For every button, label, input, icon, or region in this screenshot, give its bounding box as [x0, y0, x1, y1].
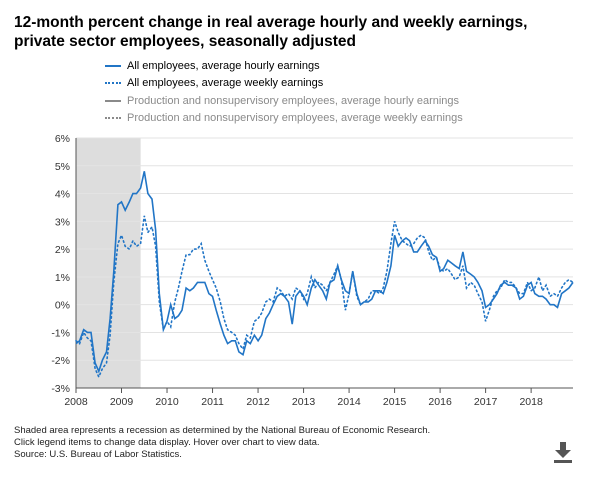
y-tick-label: 6% — [55, 133, 70, 145]
legend: All employees, average hourly earnings A… — [105, 57, 463, 127]
series-line-hourly — [75, 171, 574, 374]
x-tick-label: 2009 — [110, 396, 134, 408]
y-tick-label: -1% — [51, 327, 70, 339]
legend-swatch-solid-icon — [105, 99, 121, 102]
legend-item-all-weekly[interactable]: All employees, average weekly earnings — [105, 75, 463, 93]
legend-item-all-hourly[interactable]: All employees, average hourly earnings — [105, 57, 463, 75]
chart-plot[interactable]: -3% -2% -1% 0% 1% 2% 3% 4% 5% 6% 2008 2009 2010 2011 2… — [0, 128, 589, 413]
x-tick-label: 2012 — [246, 396, 270, 408]
chart-title: 12-month percent change in real average … — [14, 14, 528, 50]
y-tick-label: 4% — [55, 189, 70, 201]
x-tick-label: 2016 — [428, 396, 452, 408]
series-line-weekly — [75, 215, 574, 379]
x-tick-label: 2013 — [292, 396, 316, 408]
y-tick-label: -3% — [51, 383, 70, 395]
x-tick-label: 2018 — [519, 396, 543, 408]
legend-swatch-solid-icon — [105, 64, 121, 67]
x-tick-label: 2011 — [201, 396, 224, 408]
legend-swatch-dotted-icon — [105, 117, 121, 120]
legend-label: Production and nonsupervisory employees,… — [127, 94, 460, 107]
y-tick-label: 2% — [55, 244, 70, 256]
footnote-instructions: Click legend items to change data displa… — [14, 437, 320, 448]
recession-shade — [76, 138, 141, 388]
legend-item-production-weekly[interactable]: Production and nonsupervisory employees,… — [105, 110, 463, 128]
legend-item-production-hourly[interactable]: Production and nonsupervisory employees,… — [105, 92, 463, 110]
x-tick-label: 2010 — [155, 396, 179, 408]
legend-label: All employees, average weekly earnings — [127, 77, 324, 90]
x-tick-label: 2014 — [337, 396, 361, 408]
x-tick-label: 2017 — [474, 396, 498, 408]
y-tick-label: -2% — [51, 355, 70, 367]
legend-label: All employees, average hourly earnings — [127, 59, 320, 72]
footnotes: Shaded area represents a recession as de… — [14, 425, 430, 461]
footnote-source: Source: U.S. Bureau of Labor Statistics. — [14, 449, 182, 460]
y-tick-label: 1% — [55, 272, 70, 284]
y-tick-label: 3% — [55, 216, 70, 228]
x-tick-label: 2008 — [64, 396, 88, 408]
footnote-recession: Shaded area represents a recession as de… — [14, 425, 431, 436]
legend-swatch-dotted-icon — [105, 82, 121, 85]
y-tick-label: 5% — [55, 161, 70, 173]
download-icon[interactable] — [552, 440, 574, 464]
y-tick-label: 0% — [55, 300, 70, 312]
legend-label: Production and nonsupervisory employees,… — [127, 112, 463, 125]
x-tick-label: 2015 — [383, 396, 407, 408]
